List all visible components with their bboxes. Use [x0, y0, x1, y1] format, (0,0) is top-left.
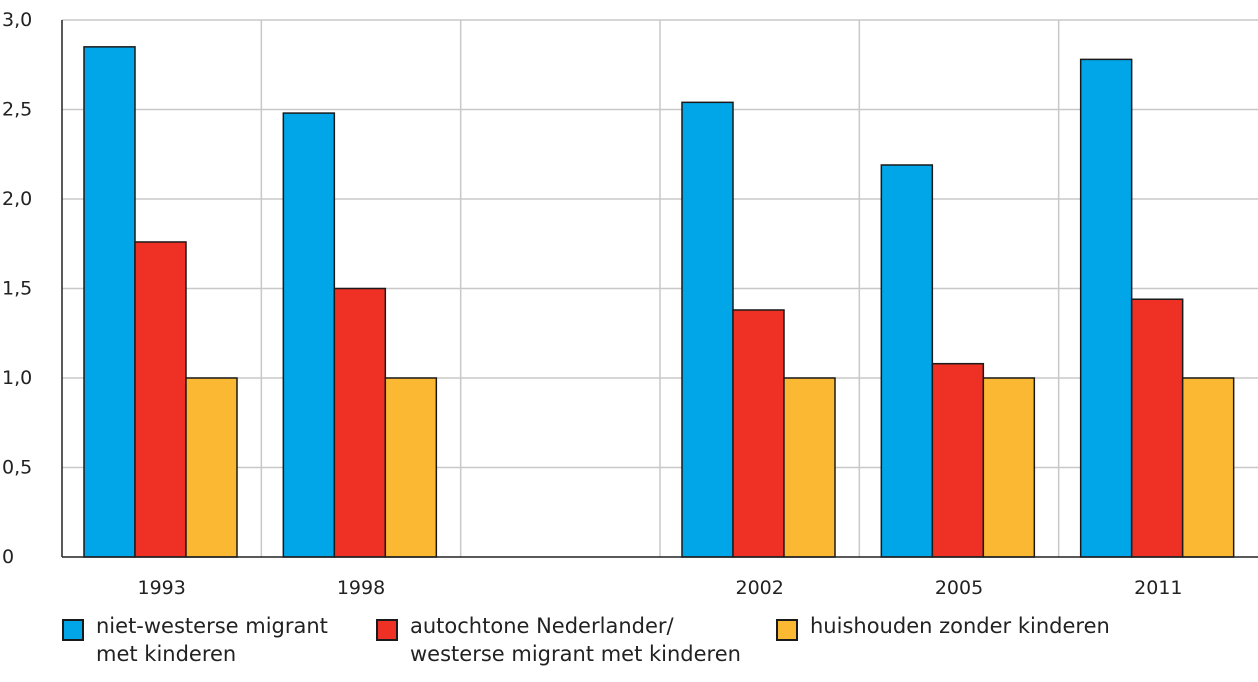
bar-1998-series-3 [384, 377, 438, 558]
bar-2011-series-1 [1079, 58, 1133, 558]
x-tick-label: 2002 [735, 577, 783, 599]
bar-2002-series-2 [732, 309, 785, 558]
y-tick-label: 2,5 [2, 99, 32, 121]
bar-2011-series-2 [1130, 298, 1184, 558]
y-tick-label: 3,0 [2, 9, 32, 31]
legend-swatch-series-1 [62, 619, 84, 641]
y-tick-label: 0,5 [2, 457, 32, 479]
legend-label-series-3: huishouden zonder kinderen [810, 614, 1110, 638]
x-tick-label: 1993 [137, 577, 185, 599]
legend-item-series-1: niet-westerse migrant met kinderen [62, 612, 328, 668]
bar-2005-series-3 [982, 377, 1036, 558]
x-tick-label: 1998 [337, 577, 385, 599]
x-axis-tick-labels: 1993 1998 2002 2005 2011 [137, 577, 1182, 599]
x-tick-label: 2005 [935, 577, 983, 599]
axes [61, 20, 1258, 558]
legend-swatch-series-2 [376, 619, 398, 641]
bar-2011-series-3 [1181, 377, 1235, 558]
y-tick-label: 1,5 [2, 278, 32, 300]
grid-lines [62, 19, 1258, 557]
y-tick-label: 1,0 [2, 367, 32, 389]
bar-1993-series-2 [134, 241, 187, 558]
bar-chart: 0 0,5 1,0 1,5 2,0 2,5 3,0 1993 1998 2002 2005 2011 [2, 9, 1258, 599]
bar-1993-series-1 [83, 46, 136, 558]
bar-1998-series-2 [333, 287, 387, 558]
bar-2002-series-3 [783, 377, 836, 558]
legend-swatch-series-3 [776, 619, 798, 641]
legend-item-series-3: huishouden zonder kinderen [776, 612, 1110, 641]
bars [83, 46, 1235, 558]
bar-1998-series-1 [282, 112, 336, 558]
bar-2005-series-1 [880, 164, 934, 558]
y-tick-label: 0 [2, 546, 14, 568]
x-tick-label: 2011 [1134, 577, 1182, 599]
bar-1993-series-3 [185, 377, 238, 558]
legend-item-series-2: autochtone Nederlander/ westerse migrant… [376, 612, 741, 668]
y-tick-label: 2,0 [2, 188, 32, 210]
legend: niet-westerse migrant met kinderen autoc… [0, 612, 1258, 682]
legend-label-series-1: niet-westerse migrant met kinderen [96, 614, 328, 666]
bar-2002-series-1 [681, 101, 734, 558]
legend-label-series-2: autochtone Nederlander/ westerse migrant… [410, 614, 741, 666]
y-axis-tick-labels: 0 0,5 1,0 1,5 2,0 2,5 3,0 [2, 9, 32, 568]
bar-2005-series-2 [931, 362, 985, 558]
